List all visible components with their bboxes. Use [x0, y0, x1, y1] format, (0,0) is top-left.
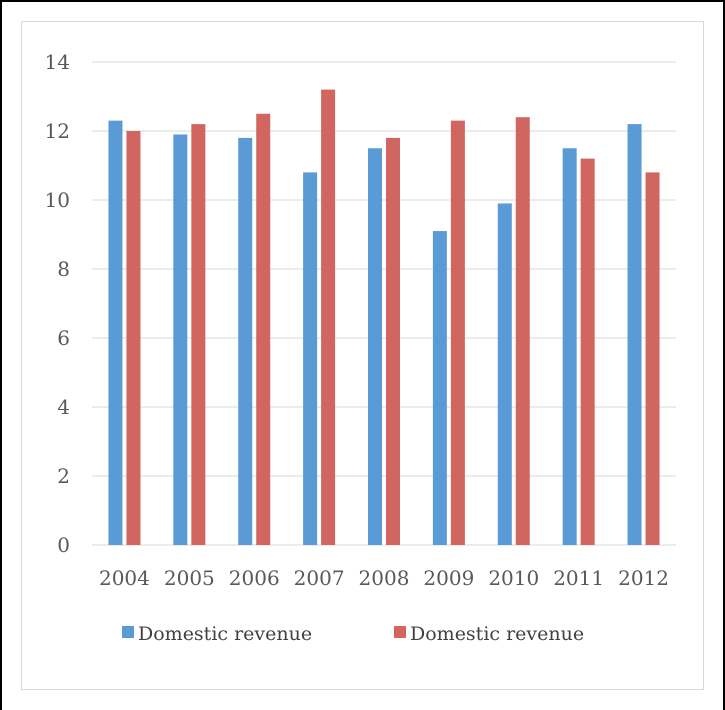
- legend-swatch-2: [394, 626, 406, 638]
- y-tick-label: 8: [57, 257, 70, 281]
- x-tick-label: 2005: [164, 566, 215, 590]
- x-tick-label: 2007: [294, 566, 345, 590]
- bar-series2-2008: [386, 137, 400, 545]
- y-tick-label: 2: [57, 464, 70, 488]
- bar-series1-2009: [432, 231, 447, 546]
- bar-series2-2012: [645, 172, 660, 545]
- bar-series1-2008: [368, 148, 382, 545]
- bar-series2-2011: [580, 158, 595, 545]
- bar-series2-2004: [126, 131, 141, 545]
- legend-label-1: Domestic revenue: [138, 623, 312, 645]
- bar-series1-2006: [238, 137, 253, 545]
- gridlines: [92, 61, 676, 546]
- y-tick-label: 12: [45, 119, 70, 143]
- y-tick-label: 10: [45, 188, 70, 212]
- bar-series2-2005: [191, 124, 206, 545]
- bar-series1-2004: [108, 120, 123, 546]
- y-tick-label: 6: [57, 326, 70, 350]
- x-tick-label: 2004: [99, 566, 150, 590]
- y-tick-label: 4: [57, 395, 70, 419]
- y-tick-label: 0: [57, 533, 70, 557]
- bar-series2-2010: [515, 117, 530, 545]
- bar-series2-2006: [256, 113, 271, 545]
- y-axis-ticks: 0 2 4 6 8 10 12 14: [45, 50, 70, 557]
- x-tick-label: 2006: [229, 566, 280, 590]
- y-tick-label: 14: [45, 50, 70, 74]
- x-tick-label: 2008: [359, 566, 410, 590]
- bar-series1-2010: [497, 203, 512, 545]
- legend-swatch-1: [122, 626, 134, 638]
- x-tick-label: 2009: [423, 566, 474, 590]
- bar-series1-2005: [173, 134, 188, 545]
- x-tick-label: 2010: [488, 566, 539, 590]
- bar-series2-2009: [450, 120, 465, 546]
- bar-series1-2007: [303, 172, 318, 545]
- x-tick-label: 2012: [618, 566, 669, 590]
- x-tick-label: 2011: [553, 566, 604, 590]
- bar-series1-2012: [627, 124, 642, 545]
- bars: [108, 89, 660, 546]
- x-axis-ticks: 2004 2005 2006 2007 2008 2009 2010 2011 2012: [99, 566, 669, 590]
- legend: Domestic revenue Domestic revenue: [122, 623, 584, 645]
- bar-series1-2011: [562, 148, 577, 545]
- bar-series2-2007: [321, 89, 336, 545]
- legend-label-2: Domestic revenue: [410, 623, 584, 645]
